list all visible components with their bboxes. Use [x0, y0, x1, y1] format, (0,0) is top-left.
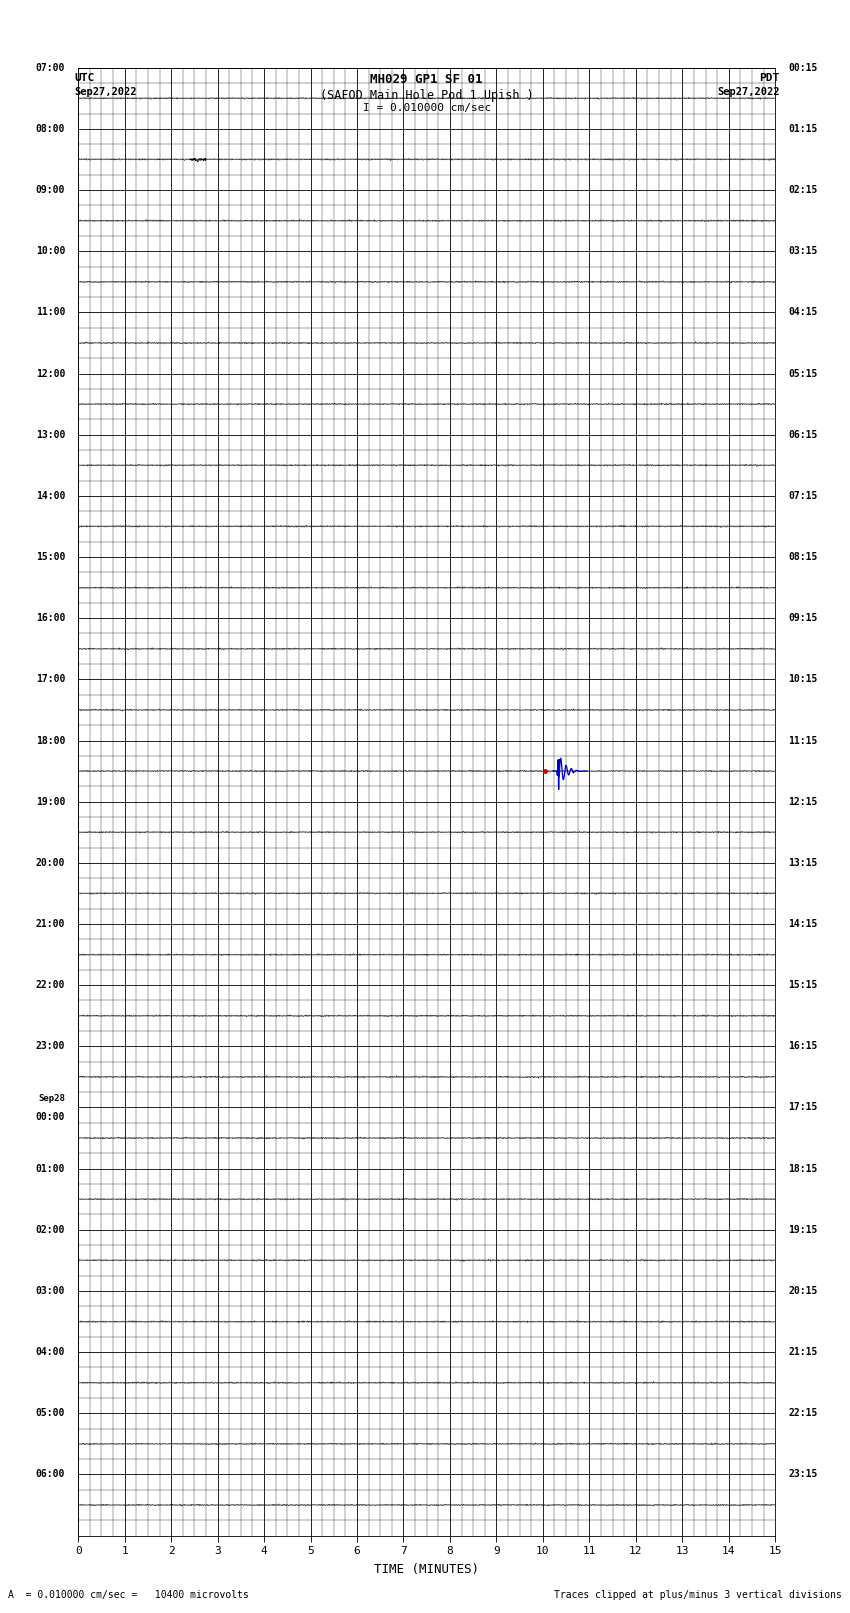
- Text: 12:00: 12:00: [36, 368, 65, 379]
- Text: Sep27,2022: Sep27,2022: [717, 87, 779, 97]
- Text: 07:00: 07:00: [36, 63, 65, 73]
- Text: 05:00: 05:00: [36, 1408, 65, 1418]
- Text: MH029 GP1 SF 01: MH029 GP1 SF 01: [371, 73, 483, 85]
- Text: 10:15: 10:15: [788, 674, 818, 684]
- Text: 13:00: 13:00: [36, 429, 65, 440]
- Text: PDT: PDT: [759, 73, 779, 82]
- Text: I = 0.010000 cm/sec: I = 0.010000 cm/sec: [363, 103, 490, 113]
- Text: 17:15: 17:15: [788, 1102, 818, 1113]
- Text: 07:15: 07:15: [788, 490, 818, 502]
- Text: 00:15: 00:15: [788, 63, 818, 73]
- Text: 14:00: 14:00: [36, 490, 65, 502]
- Text: 06:00: 06:00: [36, 1469, 65, 1479]
- Text: 04:15: 04:15: [788, 308, 818, 318]
- Text: 01:15: 01:15: [788, 124, 818, 134]
- Text: 04:00: 04:00: [36, 1347, 65, 1357]
- Text: 12:15: 12:15: [788, 797, 818, 806]
- X-axis label: TIME (MINUTES): TIME (MINUTES): [374, 1563, 479, 1576]
- Text: UTC: UTC: [74, 73, 94, 82]
- Text: 01:00: 01:00: [36, 1163, 65, 1174]
- Text: Sep27,2022: Sep27,2022: [74, 87, 137, 97]
- Text: 09:15: 09:15: [788, 613, 818, 623]
- Text: 21:15: 21:15: [788, 1347, 818, 1357]
- Text: 08:15: 08:15: [788, 552, 818, 561]
- Text: 09:00: 09:00: [36, 185, 65, 195]
- Text: 10:00: 10:00: [36, 247, 65, 256]
- Text: 23:00: 23:00: [36, 1042, 65, 1052]
- Text: 21:00: 21:00: [36, 919, 65, 929]
- Text: 03:15: 03:15: [788, 247, 818, 256]
- Text: 20:00: 20:00: [36, 858, 65, 868]
- Text: 18:00: 18:00: [36, 736, 65, 745]
- Text: 19:00: 19:00: [36, 797, 65, 806]
- Text: 22:00: 22:00: [36, 981, 65, 990]
- Text: Traces clipped at plus/minus 3 vertical divisions: Traces clipped at plus/minus 3 vertical …: [553, 1590, 842, 1600]
- Text: 17:00: 17:00: [36, 674, 65, 684]
- Text: 15:00: 15:00: [36, 552, 65, 561]
- Text: 11:15: 11:15: [788, 736, 818, 745]
- Text: 15:15: 15:15: [788, 981, 818, 990]
- Text: 03:00: 03:00: [36, 1286, 65, 1295]
- Text: 02:15: 02:15: [788, 185, 818, 195]
- Text: 19:15: 19:15: [788, 1224, 818, 1236]
- Text: 02:00: 02:00: [36, 1224, 65, 1236]
- Text: 16:15: 16:15: [788, 1042, 818, 1052]
- Text: 08:00: 08:00: [36, 124, 65, 134]
- Text: 16:00: 16:00: [36, 613, 65, 623]
- Text: 18:15: 18:15: [788, 1163, 818, 1174]
- Text: (SAFOD Main Hole Pod 1 Upish ): (SAFOD Main Hole Pod 1 Upish ): [320, 89, 534, 102]
- Text: 00:00: 00:00: [36, 1111, 65, 1121]
- Text: Sep28: Sep28: [38, 1094, 65, 1103]
- Text: 23:15: 23:15: [788, 1469, 818, 1479]
- Text: 14:15: 14:15: [788, 919, 818, 929]
- Text: 05:15: 05:15: [788, 368, 818, 379]
- Text: 06:15: 06:15: [788, 429, 818, 440]
- Text: 11:00: 11:00: [36, 308, 65, 318]
- Text: 13:15: 13:15: [788, 858, 818, 868]
- Text: A  = 0.010000 cm/sec =   10400 microvolts: A = 0.010000 cm/sec = 10400 microvolts: [8, 1590, 249, 1600]
- Text: 20:15: 20:15: [788, 1286, 818, 1295]
- Text: 22:15: 22:15: [788, 1408, 818, 1418]
